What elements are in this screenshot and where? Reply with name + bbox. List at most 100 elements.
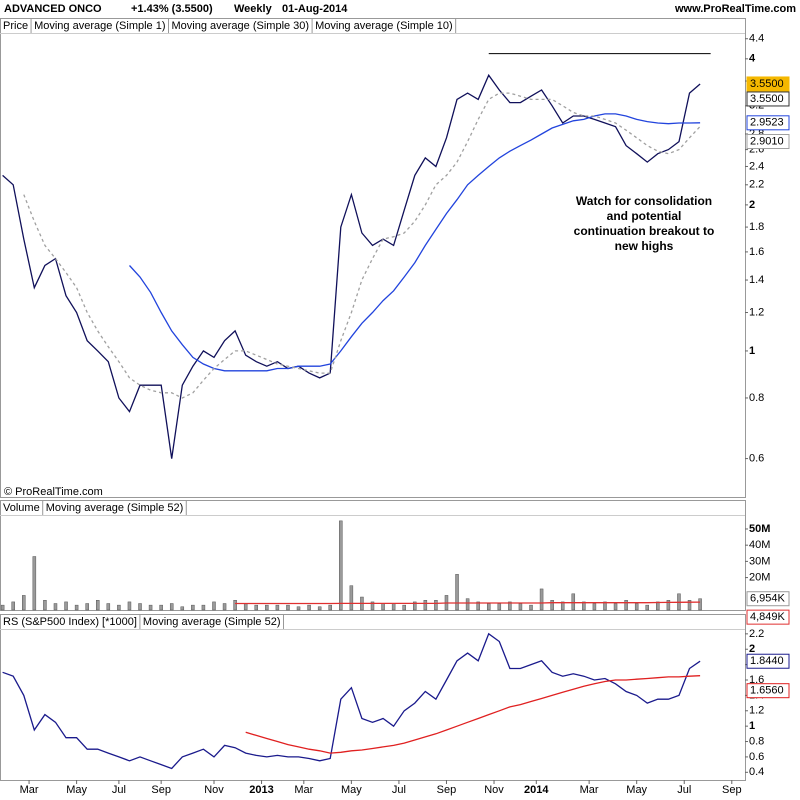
volume-bar <box>465 598 470 611</box>
y-tick-label: 1 <box>749 345 755 357</box>
x-tick-label: Mar <box>294 784 313 796</box>
volume-bar <box>571 593 576 611</box>
value-box <box>746 653 790 669</box>
volume-bar <box>476 601 480 611</box>
x-tick-label: Mar <box>20 784 39 796</box>
volume-bar <box>413 601 417 611</box>
annotation: and potential <box>607 209 682 223</box>
value-box <box>746 683 790 699</box>
volume-bar <box>127 601 132 611</box>
volume-bar <box>74 604 79 611</box>
y-tick-label: 0.8 <box>749 735 764 747</box>
volume-bar <box>698 598 702 611</box>
period: Weekly <box>234 3 273 15</box>
y-tick-label: 2.2 <box>749 628 764 640</box>
y-tick-label: 1.6 <box>749 674 764 686</box>
volume-bar <box>370 601 375 611</box>
site: www.ProRealTime.com <box>674 3 796 15</box>
series-line <box>23 92 701 399</box>
volume-bar <box>624 600 628 611</box>
y-tick-label: 20M <box>749 571 770 583</box>
volume-bar <box>201 604 206 611</box>
price-panel <box>0 18 746 498</box>
volume-bar <box>381 603 385 611</box>
value-box <box>746 115 790 131</box>
volume-panel <box>0 500 746 611</box>
copyright: © ProRealTime.com <box>4 486 103 498</box>
volume-bar <box>212 601 216 611</box>
legend-entry: Volume <box>3 502 40 514</box>
series-line <box>245 675 701 754</box>
x-tick-label: Jul <box>112 784 126 796</box>
volume-bar <box>582 601 586 611</box>
volume-bar <box>286 604 290 611</box>
value-box-label: 1.8440 <box>750 655 784 667</box>
legend-entry: Moving average (Simple 52) <box>143 616 281 628</box>
y-tick-label: 4 <box>749 53 756 65</box>
volume-bar <box>317 606 322 611</box>
x-tick-label: Nov <box>204 784 224 796</box>
x-tick-label: Nov <box>484 784 504 796</box>
value-box-label: 2.9010 <box>750 135 784 147</box>
series-line <box>2 632 701 770</box>
volume-bar <box>328 604 332 611</box>
series-line <box>2 73 701 459</box>
volume-bar <box>32 556 37 611</box>
volume-bar <box>53 603 58 611</box>
volume-bar <box>603 601 607 611</box>
y-tick-label: 1.8 <box>749 221 764 233</box>
legend-entry: Moving average (Simple 52) <box>46 502 184 514</box>
volume-bar <box>296 606 301 611</box>
y-tick-label: 2.2 <box>749 179 764 191</box>
y-tick-label: 1.2 <box>749 705 764 717</box>
volume-bar <box>43 600 47 611</box>
change: +1.43% (3.5500) <box>131 3 213 15</box>
legend-entry: Moving average (Simple 1) <box>34 20 165 32</box>
volume-bar <box>339 520 343 611</box>
date: 01-Aug-2014 <box>282 3 348 15</box>
legend-entry: RS (S&P500 Index) [*1000] <box>3 616 137 628</box>
volume-bar <box>307 604 311 611</box>
y-tick-label: 1.4 <box>749 274 764 286</box>
volume-bar <box>550 600 554 611</box>
series-line <box>129 113 701 372</box>
x-tick-label: Mar <box>580 784 599 796</box>
volume-bar <box>434 600 438 611</box>
y-tick-label: 4.4 <box>749 33 764 45</box>
series-line <box>235 601 701 605</box>
volume-bar <box>518 603 523 611</box>
volume-bar <box>95 600 100 611</box>
value-box-label: 3.5500 <box>750 78 784 90</box>
x-tick-label: May <box>626 784 647 796</box>
value-box-label: 2.9523 <box>750 117 784 129</box>
value-box <box>746 91 790 107</box>
volume-bar <box>106 603 111 611</box>
y-tick-label: 2 <box>749 199 755 211</box>
x-tick-label: May <box>341 784 362 796</box>
legend-entry: Moving average (Simple 10) <box>315 20 453 32</box>
volume-bar <box>180 606 185 611</box>
volume-bar <box>486 603 491 611</box>
annotation: Watch for consolidation <box>576 194 712 208</box>
value-box <box>746 134 790 150</box>
x-tick-label: Sep <box>437 784 457 796</box>
volume-bar <box>265 604 269 611</box>
volume-bar <box>634 603 639 611</box>
volume-bar <box>222 603 227 611</box>
volume-bar <box>349 585 354 611</box>
volume-bar <box>169 603 174 611</box>
x-tick-label: 2013 <box>249 784 273 796</box>
volume-bar <box>666 600 671 611</box>
value-box <box>746 591 790 607</box>
volume-bar <box>455 574 459 611</box>
y-tick-label: 0.6 <box>749 452 764 464</box>
volume-bar <box>497 603 502 611</box>
value-box <box>746 609 790 625</box>
value-box <box>746 76 790 92</box>
volume-bar <box>64 601 68 611</box>
x-tick-label: Sep <box>722 784 742 796</box>
volume-bar <box>508 601 512 611</box>
